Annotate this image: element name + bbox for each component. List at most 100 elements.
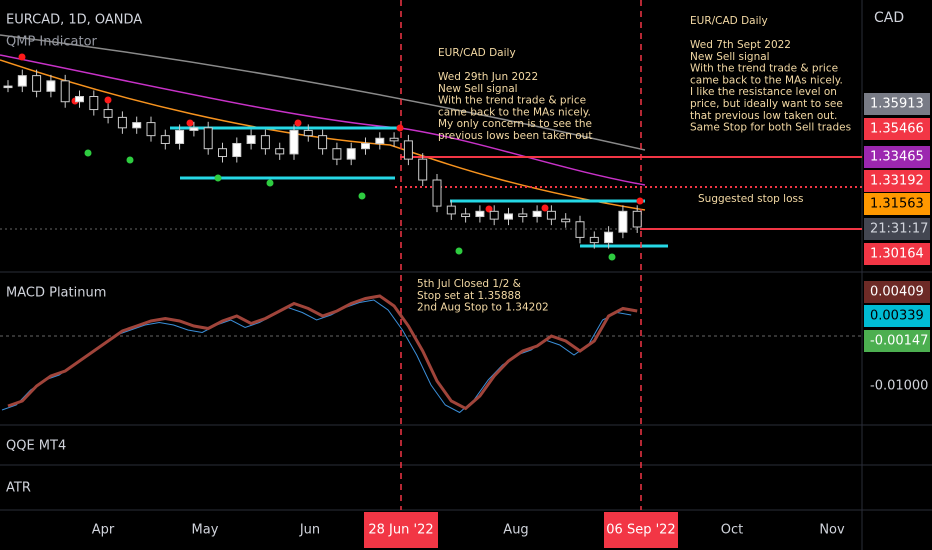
annotation-line: came back to the MAs nicely. bbox=[438, 106, 591, 118]
time-label: Nov bbox=[819, 523, 845, 538]
annotation-line: price, but ideally want to see bbox=[690, 98, 843, 110]
annotation-line: Wed 7th Sept 2022 bbox=[690, 39, 791, 51]
candle bbox=[332, 148, 342, 160]
candle bbox=[575, 221, 585, 238]
candle bbox=[446, 205, 456, 215]
candle bbox=[103, 109, 113, 118]
candle bbox=[432, 179, 442, 207]
time-label: May bbox=[192, 523, 219, 538]
annotation-line: 2nd Aug Stop to 1.34202 bbox=[417, 302, 549, 314]
macd-label-bg bbox=[864, 281, 930, 303]
annotation-line: With the trend trade & price bbox=[690, 63, 838, 75]
annotation-line: With the trend trade & price bbox=[438, 95, 586, 107]
candle bbox=[618, 210, 628, 233]
macd-line bbox=[7, 294, 638, 411]
time-label: Oct bbox=[721, 523, 743, 538]
price-label-bg bbox=[864, 218, 930, 240]
price-label: 1.31563 bbox=[870, 197, 924, 212]
candle bbox=[246, 135, 256, 144]
price-label-bg bbox=[864, 146, 930, 168]
candle bbox=[46, 80, 56, 92]
macd-label-bg bbox=[864, 305, 930, 327]
annotation: Suggested stop loss bbox=[698, 193, 803, 205]
candle bbox=[146, 122, 156, 137]
buy-dots bbox=[84, 149, 616, 261]
candle bbox=[17, 75, 27, 87]
annotation-line: Same Stop for both Sell trades bbox=[690, 122, 851, 134]
price-label-bg bbox=[864, 243, 930, 265]
annotation-line: I like the resistance level on bbox=[690, 86, 837, 98]
candle bbox=[589, 236, 599, 244]
candle bbox=[218, 148, 227, 158]
candle bbox=[546, 210, 556, 220]
candle bbox=[232, 142, 242, 158]
date-marker-bg bbox=[364, 512, 438, 548]
date-marker-bg bbox=[604, 512, 678, 548]
macd-label: 0.00409 bbox=[870, 285, 924, 300]
candle bbox=[3, 85, 13, 89]
candle bbox=[418, 158, 428, 181]
candle bbox=[504, 213, 513, 220]
annotation-line: Stop set at 1.35888 bbox=[417, 290, 521, 302]
candle bbox=[346, 148, 356, 160]
price-label: 1.33192 bbox=[870, 174, 924, 189]
time-label: Apr bbox=[92, 523, 115, 538]
annotation-line: New Sell signal bbox=[438, 83, 518, 95]
candle bbox=[318, 135, 328, 150]
candle bbox=[461, 213, 471, 218]
price-label: 1.35913 bbox=[870, 97, 924, 112]
symbol-title: EURCAD, 1D, OANDA bbox=[6, 13, 142, 28]
annotation-line: Wed 29th Jun 2022 bbox=[438, 71, 538, 83]
price-label: 21:31:17 bbox=[870, 222, 928, 237]
date-marker: 28 Jun '22 bbox=[368, 523, 433, 538]
price-label: 1.30164 bbox=[870, 247, 924, 262]
annotation-line: New Sell signal bbox=[690, 51, 770, 63]
candle bbox=[175, 129, 185, 144]
macd-pane bbox=[1, 294, 638, 414]
pane-label: ATR bbox=[6, 481, 31, 496]
candle bbox=[303, 129, 313, 137]
date-marker: 06 Sep '22 bbox=[606, 523, 675, 538]
annotation-title: EUR/CAD Daily bbox=[438, 47, 516, 59]
candle bbox=[375, 137, 385, 144]
candle bbox=[203, 127, 213, 150]
candle bbox=[189, 127, 199, 131]
candle bbox=[561, 218, 571, 223]
candle bbox=[389, 137, 399, 142]
candle bbox=[518, 213, 528, 218]
price-label-bg bbox=[864, 170, 930, 192]
pane-label: QQE MT4 bbox=[6, 439, 66, 454]
annotation-line: 5th Jul Closed 1/2 & bbox=[417, 278, 521, 290]
price-label: 1.35466 bbox=[870, 122, 924, 137]
annotation-line: that previous low taken out. bbox=[690, 110, 837, 122]
annotation-line: My only concern is to see the bbox=[438, 118, 592, 130]
currency-label: CAD bbox=[874, 10, 904, 26]
candle bbox=[260, 135, 270, 150]
candle bbox=[604, 231, 614, 244]
candle bbox=[489, 210, 499, 220]
time-label: Aug bbox=[503, 523, 528, 538]
candle bbox=[475, 210, 485, 218]
candle bbox=[532, 210, 542, 218]
macd-label: -0.01000 bbox=[870, 379, 928, 394]
candle bbox=[632, 210, 642, 228]
annotation-line: came back to the MAs nicely. bbox=[690, 74, 843, 86]
price-label-bg bbox=[864, 193, 930, 215]
time-label: Jun bbox=[299, 523, 320, 538]
candle bbox=[160, 135, 170, 144]
macd-label: 0.00339 bbox=[870, 309, 924, 324]
indicator-label: QMP Indicator bbox=[6, 35, 98, 50]
overlay: 1.35913 1.35466 1.33465 1.33192 1.31563 21:31… bbox=[92, 15, 930, 548]
candle bbox=[289, 129, 299, 155]
signal-verticals bbox=[400, 0, 642, 510]
candle bbox=[132, 122, 142, 129]
macd-label-bg bbox=[864, 330, 930, 352]
price-label: 1.33465 bbox=[870, 150, 924, 165]
annotation-line: previous lows been taken out bbox=[438, 130, 592, 142]
candle bbox=[32, 75, 42, 92]
price-label-bg bbox=[864, 93, 930, 115]
sell-dots bbox=[18, 53, 644, 213]
